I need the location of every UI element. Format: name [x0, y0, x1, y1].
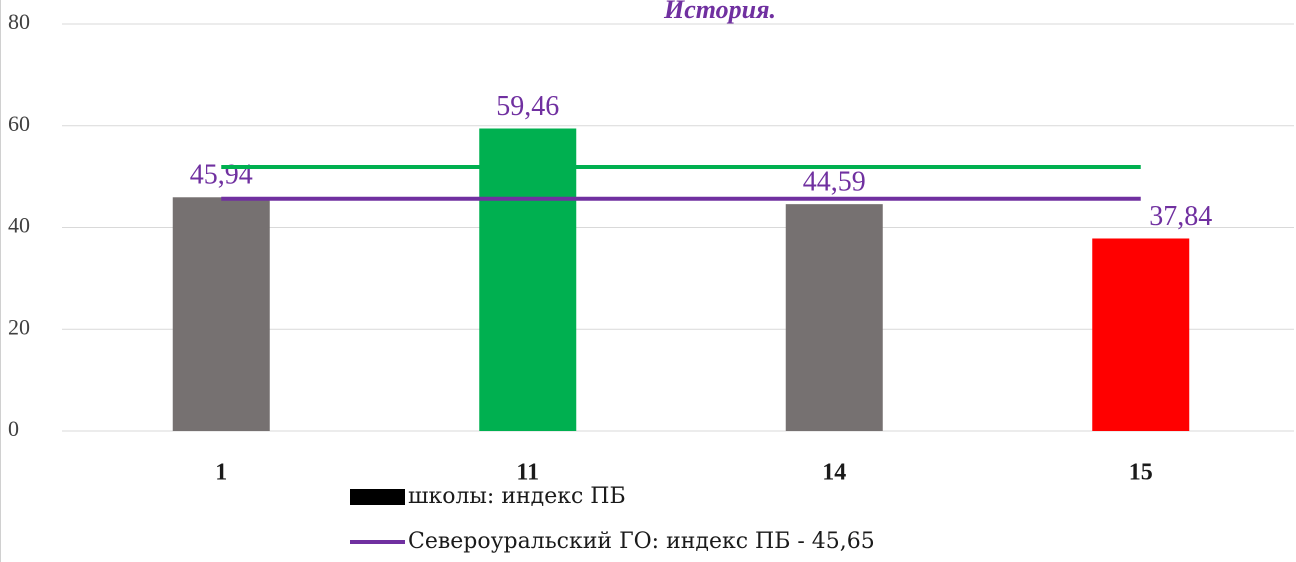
x-tick-label: 11 — [516, 460, 539, 486]
bar — [785, 204, 883, 431]
data-label: 45,94 — [190, 160, 253, 191]
data-label: 59,46 — [496, 91, 559, 122]
chart-title: История. — [663, 0, 776, 24]
y-tick-label: 60 — [8, 111, 30, 136]
y-tick-label: 80 — [8, 9, 30, 34]
x-tick-label: 15 — [1129, 460, 1153, 486]
y-tick-label: 40 — [8, 213, 30, 238]
y-tick-label: 20 — [8, 314, 30, 339]
bar — [479, 128, 577, 431]
x-tick-label: 1 — [215, 460, 227, 486]
x-tick-label: 14 — [822, 460, 846, 486]
data-label: 44,59 — [803, 167, 866, 198]
legend-swatch — [350, 489, 405, 505]
bar — [1092, 238, 1190, 431]
bar — [172, 197, 270, 431]
legend-label: школы: индекс ПБ — [408, 484, 626, 509]
data-label: 37,84 — [1149, 201, 1212, 232]
y-tick-label: 0 — [8, 416, 19, 441]
legend-label: Североуральский ГО: индекс ПБ - 45,65 — [408, 529, 875, 554]
